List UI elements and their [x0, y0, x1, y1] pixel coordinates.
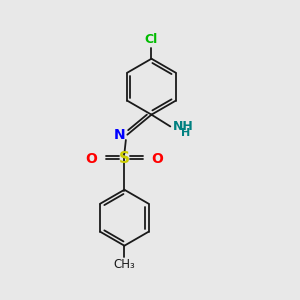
- Text: S: S: [119, 151, 130, 166]
- Text: H: H: [181, 128, 190, 138]
- Text: CH₃: CH₃: [113, 258, 135, 271]
- Text: O: O: [152, 152, 163, 166]
- Text: O: O: [85, 152, 97, 166]
- Text: N: N: [113, 128, 125, 142]
- Text: NH: NH: [173, 120, 194, 133]
- Text: Cl: Cl: [145, 33, 158, 46]
